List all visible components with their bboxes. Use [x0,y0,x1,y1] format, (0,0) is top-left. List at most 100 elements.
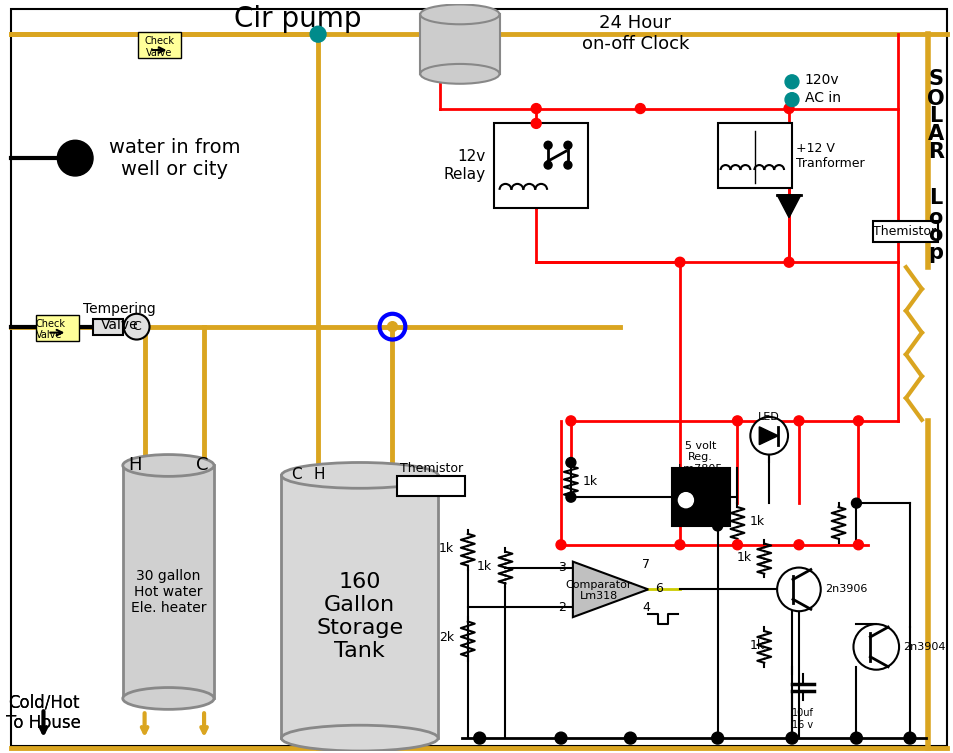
Text: 30 gallon
Hot water
Ele. heater: 30 gallon Hot water Ele. heater [131,569,206,615]
Circle shape [677,491,694,509]
Text: 2n3904: 2n3904 [902,642,944,652]
Text: 24 Hour
on-off Clock: 24 Hour on-off Clock [581,14,688,53]
Circle shape [783,104,793,114]
Circle shape [784,75,798,89]
Circle shape [387,322,397,331]
Text: o: o [927,208,942,227]
Text: 1k: 1k [736,551,751,564]
FancyBboxPatch shape [671,468,729,526]
FancyBboxPatch shape [281,475,437,738]
Text: A: A [926,124,943,145]
Text: Themistor: Themistor [399,462,462,475]
Text: 12v
Relay: 12v Relay [443,149,485,181]
Text: 2n3906: 2n3906 [823,584,866,594]
Text: C: C [132,320,141,333]
Circle shape [675,540,684,550]
FancyBboxPatch shape [872,221,937,242]
Text: 2k: 2k [438,632,454,645]
Text: Comparator
Lm318: Comparator Lm318 [565,580,631,601]
Text: LED: LED [758,412,780,422]
Circle shape [565,416,576,425]
Text: 1k: 1k [438,542,454,555]
Text: O: O [926,89,943,108]
Text: 160
Gallon
Storage
Tank: 160 Gallon Storage Tank [315,572,403,661]
Text: 2: 2 [558,601,565,614]
FancyBboxPatch shape [35,315,79,340]
Circle shape [563,142,571,149]
Polygon shape [759,427,778,444]
Circle shape [563,161,571,169]
Circle shape [124,314,150,340]
Circle shape [474,732,485,744]
Circle shape [784,93,798,107]
FancyBboxPatch shape [137,32,181,58]
Circle shape [57,140,93,176]
Text: C: C [195,456,208,474]
Text: C: C [291,468,301,483]
Circle shape [849,732,862,744]
Text: 4: 4 [641,601,650,614]
Circle shape [903,732,915,744]
Text: Check
Valve: Check Valve [35,319,66,340]
Circle shape [793,416,803,425]
Ellipse shape [123,687,213,709]
Text: 10uf
16 v: 10uf 16 v [791,709,813,730]
Circle shape [711,732,722,744]
Text: p: p [927,243,943,264]
Circle shape [783,258,793,267]
Text: Themistor: Themistor [873,225,936,238]
Circle shape [750,417,787,455]
Circle shape [565,492,576,502]
Text: 6: 6 [655,582,662,595]
FancyBboxPatch shape [397,477,464,496]
Circle shape [853,416,862,425]
Text: Cold/Hot
To House: Cold/Hot To House [6,694,81,733]
Ellipse shape [419,64,499,84]
Circle shape [556,540,565,550]
Text: 1k: 1k [582,475,598,488]
Circle shape [675,258,684,267]
Text: Cold/Hot
To House: Cold/Hot To House [6,694,81,733]
Text: Tempering
Valve: Tempering Valve [83,302,156,332]
Circle shape [531,104,540,114]
Text: H: H [313,468,324,483]
FancyBboxPatch shape [93,319,123,334]
Circle shape [793,540,803,550]
Text: R: R [926,142,943,162]
Text: 120v: 120v [804,73,839,87]
Circle shape [310,26,326,42]
Circle shape [732,540,741,550]
Circle shape [851,498,861,508]
Text: Check
Valve: Check Valve [144,36,174,58]
Ellipse shape [123,455,213,477]
Text: 7: 7 [641,558,650,571]
Text: H: H [128,456,141,474]
FancyBboxPatch shape [717,123,791,187]
Circle shape [531,118,540,128]
Circle shape [785,732,797,744]
Text: o: o [927,225,942,245]
FancyBboxPatch shape [419,14,499,74]
Text: Cir pump: Cir pump [233,5,361,33]
Circle shape [565,458,576,468]
Text: 5 volt
Reg.
Lm7805: 5 volt Reg. Lm7805 [678,441,722,474]
Ellipse shape [419,5,499,24]
FancyBboxPatch shape [123,465,213,699]
Circle shape [712,521,721,531]
Ellipse shape [281,462,437,488]
Circle shape [732,416,741,425]
Circle shape [777,568,820,611]
Ellipse shape [281,725,437,751]
Text: water in from
well or city: water in from well or city [109,138,240,178]
Text: +12 V
Tranformer: +12 V Tranformer [795,142,863,169]
Circle shape [635,104,644,114]
Polygon shape [777,195,801,218]
Text: 1k: 1k [748,639,763,652]
Circle shape [853,624,898,669]
FancyBboxPatch shape [493,123,587,208]
Circle shape [543,142,552,149]
Text: AC in: AC in [804,90,840,105]
Circle shape [624,732,636,744]
Text: 1k: 1k [476,560,491,573]
Circle shape [543,161,552,169]
